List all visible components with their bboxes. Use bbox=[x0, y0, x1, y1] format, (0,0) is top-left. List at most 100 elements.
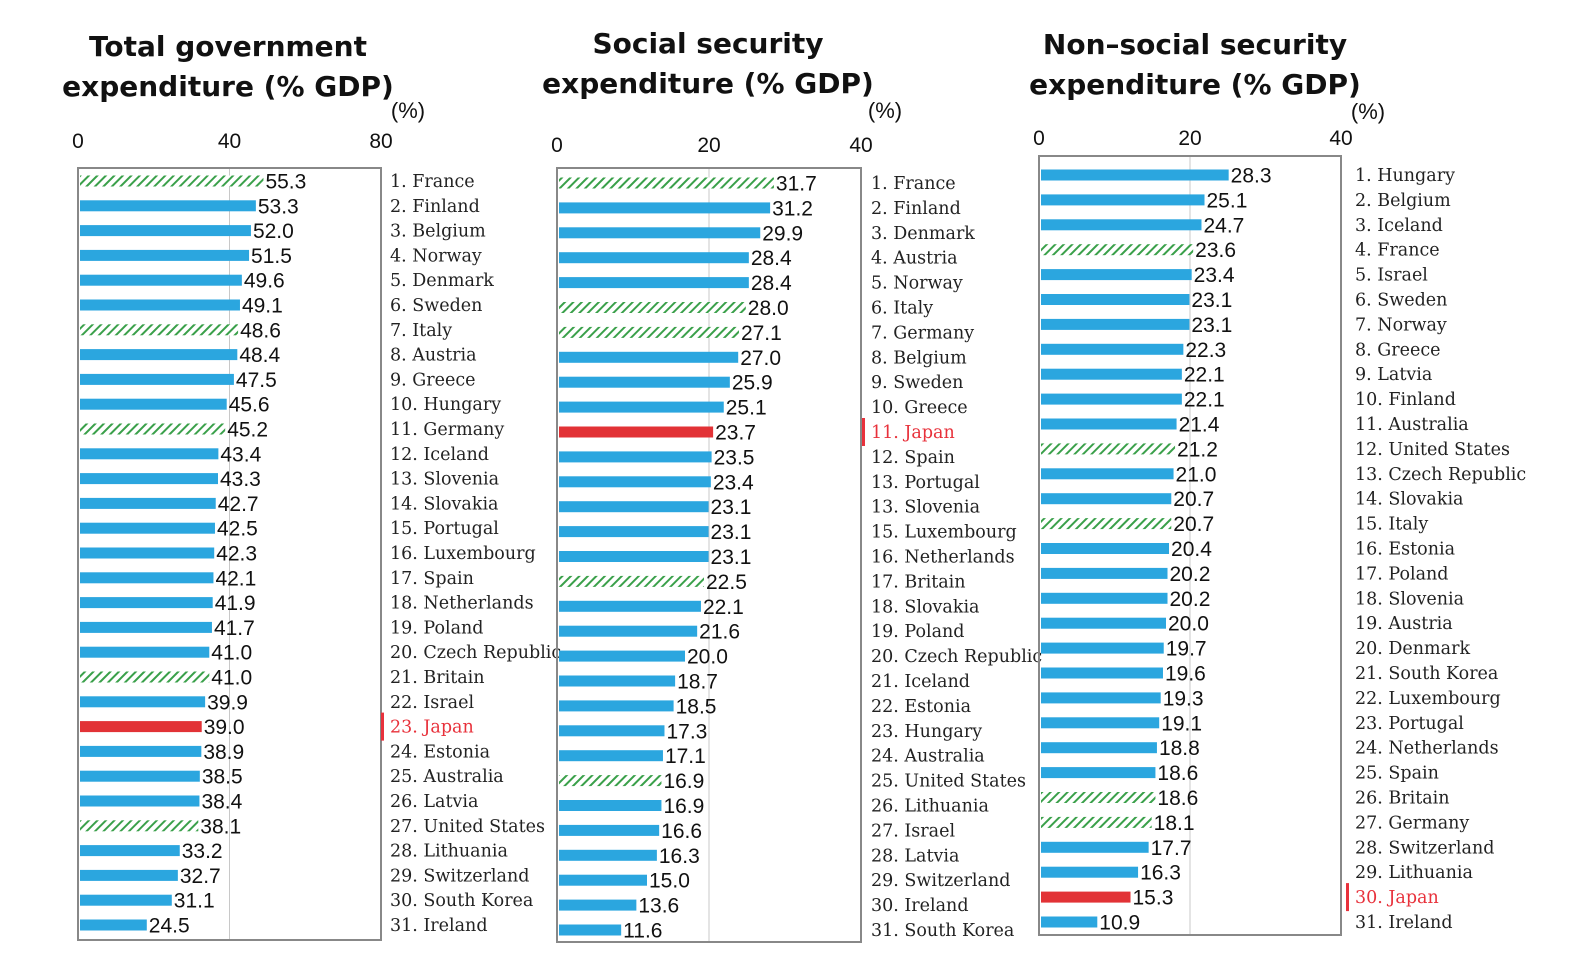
bar bbox=[80, 547, 215, 559]
highlight-marker bbox=[1346, 883, 1349, 912]
value-label: 23.1 bbox=[1191, 289, 1232, 312]
value-label: 21.4 bbox=[1179, 414, 1220, 437]
bar bbox=[1041, 443, 1176, 455]
value-label: 28.3 bbox=[1231, 165, 1272, 188]
category-label: 31. Ireland bbox=[390, 916, 488, 936]
bar bbox=[559, 575, 704, 587]
value-label: 15.3 bbox=[1133, 887, 1174, 910]
category-label: 26. Britain bbox=[1355, 789, 1450, 809]
chart-title-line: Social security bbox=[592, 27, 823, 60]
bar bbox=[1041, 169, 1229, 181]
chart-panel-2: Social security expenditure (% GDP)(%) 0 20… bbox=[542, 27, 1042, 943]
bar bbox=[1041, 692, 1161, 704]
chart-title-line: expenditure (% GDP) bbox=[62, 70, 394, 103]
category-label: 19. Austria bbox=[1355, 614, 1453, 634]
bar bbox=[80, 696, 206, 708]
value-label: 24.5 bbox=[149, 915, 190, 938]
bar bbox=[1041, 194, 1205, 206]
category-label: 30. Ireland bbox=[871, 896, 969, 916]
value-label: 52.0 bbox=[253, 220, 294, 243]
category-label: 3. Denmark bbox=[871, 224, 975, 244]
bar bbox=[80, 795, 200, 807]
value-label: 31.1 bbox=[174, 890, 215, 913]
bar bbox=[1041, 667, 1163, 679]
value-label: 16.6 bbox=[661, 820, 702, 843]
category-label: 3. Belgium bbox=[390, 222, 486, 242]
category-label: 13. Portugal bbox=[871, 473, 980, 493]
bar bbox=[80, 671, 210, 683]
bar bbox=[559, 899, 637, 911]
plot-frame bbox=[556, 167, 862, 943]
bar bbox=[1041, 916, 1098, 928]
category-label: 8. Greece bbox=[1355, 340, 1440, 360]
category-label: 19. Poland bbox=[390, 618, 484, 638]
value-label: 39.9 bbox=[207, 691, 248, 714]
category-label: 11. Australia bbox=[1355, 415, 1469, 435]
category-label: 1. France bbox=[390, 172, 475, 192]
bar bbox=[559, 600, 701, 612]
bar bbox=[80, 349, 238, 361]
category-label: 27. Israel bbox=[871, 821, 955, 841]
category-label: 2. Belgium bbox=[1355, 191, 1451, 211]
category-label: 4. Norway bbox=[390, 246, 482, 266]
chart-title-line: Non–social security bbox=[1043, 28, 1347, 61]
category-label: 7. Norway bbox=[1355, 315, 1447, 335]
category-label: 2. Finland bbox=[871, 199, 961, 219]
category-label: 10. Greece bbox=[871, 398, 968, 418]
bar bbox=[80, 869, 178, 881]
x-tick-label: 40 bbox=[849, 134, 872, 157]
category-label: 16. Estonia bbox=[1355, 540, 1455, 560]
value-label: 25.1 bbox=[726, 397, 767, 420]
category-label: 18. Netherlands bbox=[390, 594, 534, 614]
x-tick-label: 0 bbox=[72, 130, 84, 153]
bar bbox=[1041, 592, 1168, 604]
category-label: 24. Estonia bbox=[390, 742, 490, 762]
category-label: 9. Greece bbox=[390, 370, 475, 390]
value-label: 48.6 bbox=[240, 319, 281, 342]
category-label: 14. Slovakia bbox=[390, 494, 498, 514]
bar bbox=[1041, 891, 1131, 903]
category-label: 22. Israel bbox=[390, 693, 474, 713]
bar bbox=[559, 202, 771, 214]
category-label: 10. Hungary bbox=[390, 395, 501, 415]
category-label: 29. Switzerland bbox=[871, 871, 1010, 891]
bar bbox=[80, 225, 251, 237]
bar bbox=[559, 924, 622, 936]
bar bbox=[559, 849, 657, 861]
value-label: 21.6 bbox=[699, 621, 740, 644]
plot-frame bbox=[1038, 155, 1342, 936]
value-label: 17.3 bbox=[666, 720, 707, 743]
bar bbox=[1041, 767, 1156, 779]
bar bbox=[559, 551, 709, 562]
value-label: 38.9 bbox=[203, 741, 244, 764]
category-label: 28. Switzerland bbox=[1355, 838, 1494, 858]
value-label: 16.9 bbox=[663, 795, 704, 818]
value-label: 22.5 bbox=[706, 571, 747, 594]
value-label: 45.2 bbox=[227, 419, 268, 442]
value-label: 41.0 bbox=[211, 642, 252, 665]
category-label: 22. Luxembourg bbox=[1355, 689, 1501, 709]
value-label: 21.2 bbox=[1177, 438, 1218, 461]
category-label: 12. United States bbox=[1355, 440, 1510, 460]
category-label: 9. Latvia bbox=[1355, 365, 1432, 385]
value-label: 23.4 bbox=[1194, 264, 1235, 287]
chart-panel-1: Total government expenditure (% GDP)(%) 0 4… bbox=[62, 30, 561, 941]
value-label: 28.4 bbox=[751, 272, 792, 295]
x-tick-label: 40 bbox=[1329, 127, 1352, 150]
category-label: 20. Czech Republic bbox=[390, 643, 561, 663]
value-label: 20.4 bbox=[1171, 538, 1212, 561]
value-label: 15.0 bbox=[649, 870, 690, 893]
value-label: 41.9 bbox=[215, 592, 256, 615]
bar bbox=[1041, 567, 1168, 579]
bar bbox=[80, 770, 200, 782]
value-label: 51.5 bbox=[251, 245, 292, 268]
value-label: 22.3 bbox=[1185, 339, 1226, 362]
category-label: 3. Iceland bbox=[1355, 216, 1443, 236]
category-label: 12. Iceland bbox=[390, 445, 489, 465]
bar bbox=[80, 299, 240, 311]
value-label: 18.1 bbox=[1154, 812, 1195, 835]
bar bbox=[1041, 269, 1192, 281]
category-label: 7. Germany bbox=[871, 323, 974, 343]
chart-title-line: Total government bbox=[89, 30, 367, 63]
